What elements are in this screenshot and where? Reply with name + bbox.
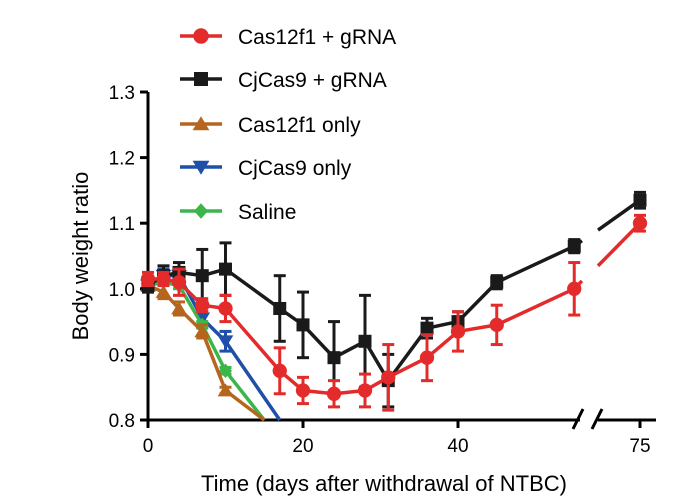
data-point: [171, 275, 187, 290]
data-point: [272, 363, 287, 378]
series-cas12f1-grna: [140, 213, 648, 412]
data-point: [632, 216, 648, 231]
data-point: [195, 298, 210, 313]
x-tick-label: 0: [143, 436, 154, 457]
legend-label: Saline: [238, 201, 296, 224]
data-point: [419, 350, 435, 365]
data-point: [490, 275, 504, 289]
data-point: [217, 335, 234, 349]
data-point: [218, 301, 233, 316]
data-point: [156, 271, 171, 287]
x-tick-label: 75: [629, 436, 650, 457]
y-axis-label: Body weight ratio: [68, 172, 93, 341]
legend-entry: Cas12f1 only: [180, 114, 361, 137]
x-tick-label: 40: [447, 436, 468, 457]
data-point: [140, 271, 156, 287]
legend-entry: Cas12f1 + gRNA: [180, 26, 396, 49]
legend-entry: CjCas9 only: [180, 157, 352, 180]
legend: Cas12f1 + gRNA CjCas9 + gRNA Cas12f1 only C…: [180, 26, 396, 224]
legend-entry: Saline: [180, 201, 296, 224]
legend-marker: [192, 160, 210, 175]
data-point: [295, 383, 311, 398]
data-point: [155, 284, 172, 298]
data-point: [195, 269, 209, 283]
data-point: [489, 317, 504, 333]
data-point: [217, 383, 234, 397]
y-tick-label: 1.3: [109, 83, 135, 104]
data-point: [327, 351, 341, 365]
legend-label: Cas12f1 + gRNA: [238, 26, 396, 49]
legend-marker: [194, 203, 208, 219]
legend-entry: CjCas9 + gRNA: [180, 69, 387, 92]
x-axis-label: Time (days after withdrawal of NTBC): [201, 471, 567, 496]
y-tick-label: 0.8: [109, 411, 135, 432]
series-line: [596, 221, 642, 268]
y-tick-label: 0.9: [109, 345, 135, 366]
data-point: [219, 262, 232, 276]
legend-label: CjCas9 only: [238, 157, 352, 180]
data-point: [171, 301, 187, 315]
data-point: [194, 324, 211, 338]
legend-label: Cas12f1 only: [238, 114, 361, 137]
legend-marker: [193, 28, 209, 44]
legend-marker: [194, 72, 208, 86]
data-point: [567, 281, 582, 296]
legend-marker: [192, 116, 210, 131]
data-point: [450, 324, 466, 339]
axis-break-mark: [571, 408, 585, 430]
data-point: [219, 363, 232, 378]
y-tick-label: 1.0: [109, 280, 135, 301]
y-tick-label: 1.1: [109, 214, 135, 235]
data-point: [633, 193, 647, 207]
series-cas12f1-only: [140, 278, 266, 422]
data-point: [567, 239, 581, 253]
x-tick-label: 20: [292, 436, 313, 457]
axes: 0.8 0.9 1.0 1.1 1.2 1.3 0 20 40 75: [109, 83, 656, 457]
axis-break-mark: [590, 408, 604, 430]
data-point: [381, 370, 396, 385]
data-point: [358, 334, 372, 348]
data-point: [326, 386, 342, 401]
legend-label: CjCas9 + gRNA: [238, 69, 387, 92]
series-line: [596, 198, 642, 232]
data-point: [273, 301, 287, 315]
data-point: [296, 318, 310, 332]
plot-area: [140, 190, 648, 422]
y-tick-label: 1.2: [109, 149, 135, 170]
data-point: [420, 321, 434, 335]
data-point: [357, 383, 373, 398]
